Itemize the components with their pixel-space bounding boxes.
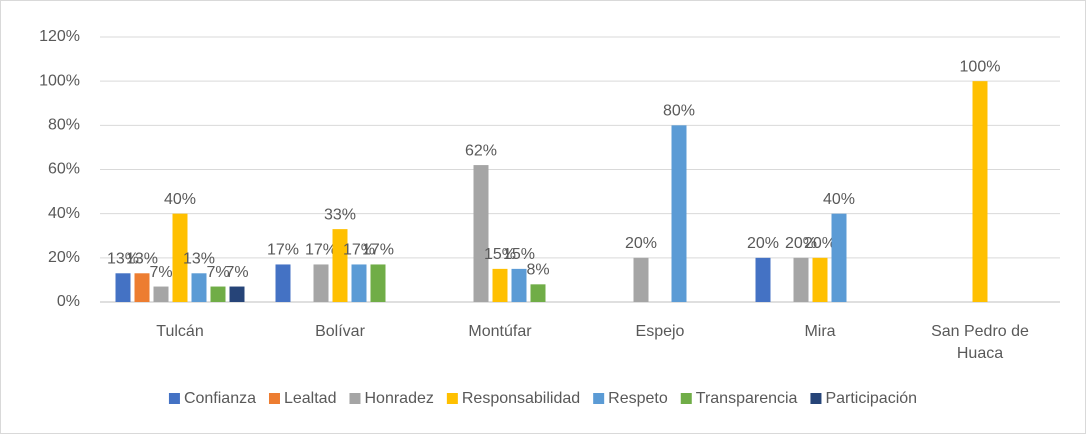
data-label: 20% xyxy=(785,235,817,252)
bar xyxy=(473,165,489,302)
legend-swatch xyxy=(168,393,180,404)
bar xyxy=(115,273,131,302)
data-label: 17% xyxy=(362,242,394,259)
data-label: 80% xyxy=(663,103,695,120)
bar xyxy=(972,81,988,303)
x-tick-label: Montúfar xyxy=(468,323,532,340)
data-label: 33% xyxy=(324,206,356,223)
bar xyxy=(172,213,188,302)
data-label: 20% xyxy=(804,235,836,252)
bar xyxy=(511,268,527,302)
bar xyxy=(671,125,687,302)
y-tick-label: 60% xyxy=(48,161,80,178)
data-label: 8% xyxy=(526,262,549,279)
data-label: 15% xyxy=(503,246,535,263)
data-label: 40% xyxy=(823,191,855,208)
bar xyxy=(370,264,386,302)
data-label: 13% xyxy=(183,251,215,268)
bar xyxy=(351,264,367,302)
data-label: 7% xyxy=(206,264,229,281)
data-label: 13% xyxy=(126,251,158,268)
y-tick-label: 0% xyxy=(57,293,80,310)
bar xyxy=(755,257,771,302)
bar xyxy=(812,257,828,302)
bar xyxy=(492,268,508,302)
x-tick-label: Mira xyxy=(804,323,835,340)
legend-label: Respeto xyxy=(608,390,668,407)
data-label: 17% xyxy=(343,242,375,259)
legend-swatch xyxy=(810,393,822,404)
y-tick-label: 100% xyxy=(39,72,80,89)
x-tick-label: Tulcán xyxy=(156,323,203,340)
bar xyxy=(153,286,169,302)
data-label: 7% xyxy=(149,264,172,281)
y-tick-label: 20% xyxy=(48,249,80,266)
legend-label: Responsabilidad xyxy=(462,390,580,407)
bar xyxy=(332,229,348,302)
bar xyxy=(134,273,150,302)
data-label: 62% xyxy=(465,142,497,159)
data-label: 17% xyxy=(267,242,299,259)
legend-label: Honradez xyxy=(364,390,433,407)
bar xyxy=(313,264,329,302)
legend-label: Participación xyxy=(825,390,917,407)
data-label: 100% xyxy=(960,58,1001,75)
y-tick-label: 80% xyxy=(48,117,80,134)
bar xyxy=(633,257,649,302)
data-label: 13% xyxy=(107,251,139,268)
legend: Confianza Lealtad Honradez Responsabilidad R… xyxy=(168,390,917,407)
legend-swatch xyxy=(680,393,692,404)
data-label: 7% xyxy=(225,264,248,281)
data-label: 20% xyxy=(747,235,779,252)
legend-swatch xyxy=(593,393,605,404)
bar xyxy=(530,284,546,302)
x-tick-line: San Pedro de xyxy=(931,323,1029,340)
legend-label: Lealtad xyxy=(284,390,337,407)
bar xyxy=(229,286,245,302)
bar xyxy=(275,264,291,302)
x-tick-line: Huaca xyxy=(957,345,1003,362)
y-tick-label: 120% xyxy=(39,28,80,45)
bar xyxy=(191,273,207,302)
legend-label: Transparencia xyxy=(696,390,798,407)
data-label: 15% xyxy=(484,246,516,263)
y-tick-label: 40% xyxy=(48,205,80,222)
x-tick-label: Bolívar xyxy=(315,323,365,340)
bar xyxy=(831,213,847,302)
x-tick-label: Espejo xyxy=(636,323,685,340)
data-label: 17% xyxy=(305,242,337,259)
x-tick-label: San Pedro de Huaca xyxy=(931,323,1029,362)
data-label: 40% xyxy=(164,191,196,208)
legend-label: Confianza xyxy=(184,390,256,407)
bar xyxy=(793,257,809,302)
legend-swatch xyxy=(349,393,361,404)
legend-swatch xyxy=(268,393,280,404)
bar xyxy=(210,286,226,302)
legend-swatch xyxy=(446,393,458,404)
data-label: 20% xyxy=(625,235,657,252)
